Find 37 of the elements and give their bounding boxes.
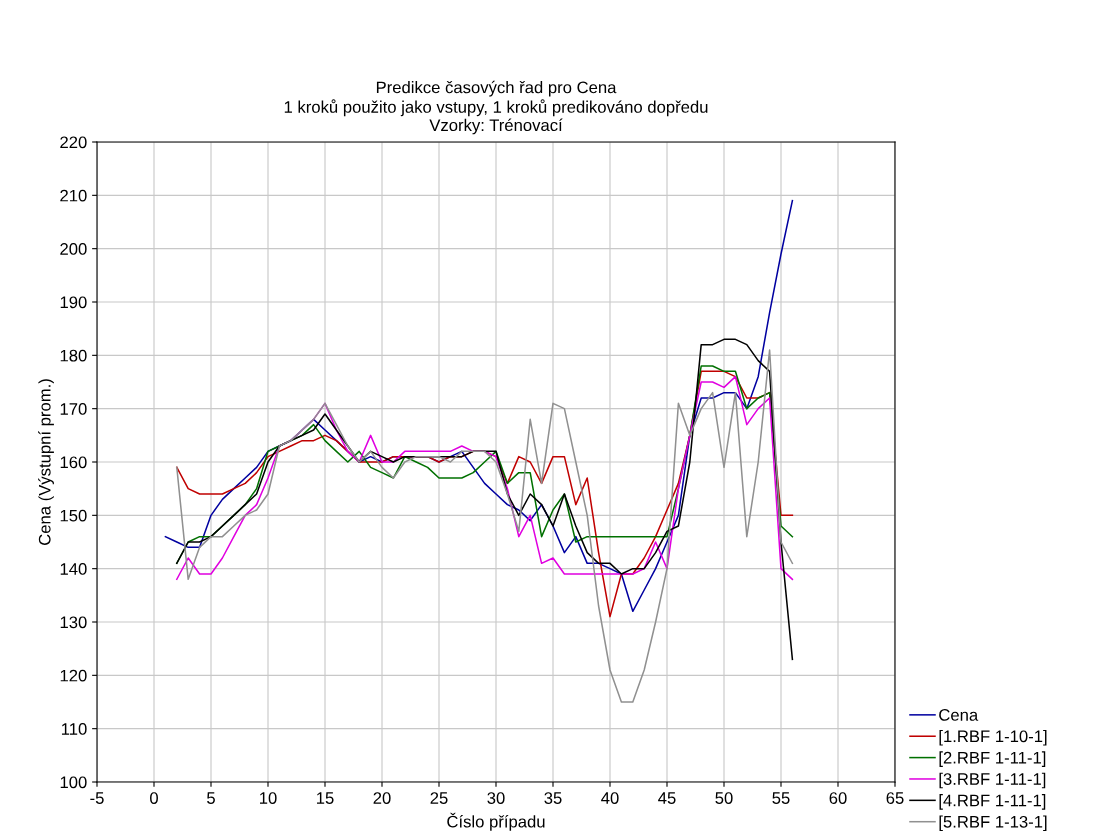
x-tick-label: 0 <box>150 792 158 804</box>
y-tick-label: 100 <box>60 776 87 789</box>
x-tick-label: -5 <box>90 792 104 804</box>
x-tick-label: 65 <box>886 792 904 804</box>
x-tick-label: 40 <box>601 792 619 804</box>
x-tick-label: 35 <box>544 792 562 804</box>
chart-title: Predikce časových řad pro Cena 1 kroků použito jako vstupy, 1 kroků predikováno dopředu Vzorky: Trénovací <box>284 80 708 135</box>
y-tick-label: 140 <box>60 563 87 575</box>
x-tick-label: 20 <box>373 792 391 804</box>
x-tick-label: 15 <box>317 792 334 804</box>
y-tick-label: 200 <box>60 243 87 255</box>
legend-label: [3.RBF 1-11-1] <box>939 772 1046 789</box>
legend-label: [5.RBF 1-13-1] <box>939 815 1047 831</box>
y-tick-label: 110 <box>61 723 87 735</box>
y-tick-label: 160 <box>60 456 87 469</box>
x-tick-label: 55 <box>772 792 790 804</box>
y-tick-label: 220 <box>60 136 87 149</box>
x-tick-label: 60 <box>829 792 847 804</box>
x-tick-label: 45 <box>658 792 676 804</box>
y-tick-label: 180 <box>60 349 87 362</box>
y-tick-label: 190 <box>60 296 87 309</box>
x-tick-label: 30 <box>487 792 505 804</box>
y-tick-label: 210 <box>60 189 87 202</box>
legend-label: Cena <box>939 709 979 721</box>
x-tick-label: 10 <box>260 792 277 804</box>
y-tick-label: 170 <box>60 403 87 415</box>
y-tick-label: 130 <box>60 616 87 629</box>
x-tick-label: 50 <box>715 792 733 804</box>
legend-label: [1.RBF 1-10-1] <box>939 729 1047 746</box>
y-tick-label: 120 <box>60 669 87 682</box>
y-tick-label: 150 <box>60 509 87 522</box>
legend-label: [2.RBF 1-11-1] <box>939 751 1046 767</box>
x-tick-label: 5 <box>207 792 215 804</box>
legend-label: [4.RBF 1-11-1] <box>939 794 1046 810</box>
x-axis-title: Číslo případu <box>447 812 545 831</box>
x-tick-label: 25 <box>430 792 448 804</box>
y-axis-title: Cena (Výstupní prom.) <box>38 379 54 545</box>
